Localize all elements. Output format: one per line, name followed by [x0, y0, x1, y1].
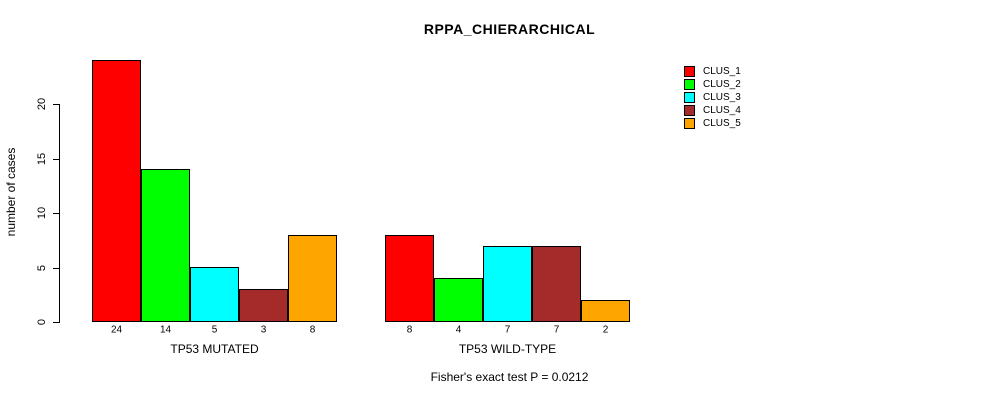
bar-value-label: 14: [159, 324, 172, 336]
legend-item: CLUS_1: [684, 65, 741, 78]
bar-clus_3-group2: [483, 246, 532, 322]
bar-value-label: 8: [309, 324, 316, 336]
bar-clus_2-group1: [141, 169, 190, 322]
legend-item: CLUS_2: [684, 78, 741, 91]
y-tick: [53, 322, 59, 323]
group-label: TP53 MUTATED: [170, 342, 259, 356]
bar-clus_5-group1: [288, 235, 337, 322]
chart-title: RPPA_CHIERARCHICAL: [423, 21, 596, 37]
y-tick-label: 5: [36, 264, 48, 272]
bar-clus_4-group1: [239, 289, 288, 322]
legend: CLUS_1 CLUS_2 CLUS_3 CLUS_4 CLUS_5: [684, 65, 741, 130]
bar-clus_5-group2: [581, 300, 630, 322]
bar-value-label: 5: [211, 324, 218, 336]
bar-clus_4-group2: [532, 246, 581, 322]
y-tick-label: 10: [36, 206, 48, 220]
legend-swatch-icon: [684, 79, 695, 90]
y-tick: [53, 268, 59, 269]
legend-label: CLUS_2: [703, 79, 741, 90]
bar-clus_1-group2: [385, 235, 434, 322]
legend-swatch-icon: [684, 66, 695, 77]
bar-value-label: 7: [553, 324, 560, 336]
legend-label: CLUS_5: [703, 118, 741, 129]
legend-swatch-icon: [684, 118, 695, 129]
bar-value-label: 7: [504, 324, 511, 336]
y-tick: [53, 159, 59, 160]
legend-item: CLUS_5: [684, 117, 741, 130]
bar-value-label: 2: [602, 324, 609, 336]
bar-value-label: 8: [406, 324, 413, 336]
legend-swatch-icon: [684, 105, 695, 116]
bar-value-label: 24: [110, 324, 123, 336]
fisher-annotation: Fisher's exact test P = 0.0212: [430, 370, 589, 384]
y-axis-label: number of cases: [4, 147, 18, 237]
bar-clus_3-group1: [190, 267, 239, 322]
y-tick-label: 0: [36, 318, 48, 326]
legend-item: CLUS_3: [684, 91, 741, 104]
group-label: TP53 WILD-TYPE: [458, 342, 557, 356]
bar-clus_1-group1: [92, 60, 141, 322]
bar-value-label: 4: [455, 324, 462, 336]
y-tick: [53, 213, 59, 214]
y-tick-label: 15: [36, 152, 48, 166]
bar-value-label: 3: [260, 324, 267, 336]
y-tick-label: 20: [36, 97, 48, 111]
legend-label: CLUS_3: [703, 92, 741, 103]
bar-clus_2-group2: [434, 278, 483, 322]
y-tick: [53, 104, 59, 105]
legend-label: CLUS_4: [703, 105, 741, 116]
legend-swatch-icon: [684, 92, 695, 103]
legend-item: CLUS_4: [684, 104, 741, 117]
y-axis-line: [59, 104, 60, 323]
legend-label: CLUS_1: [703, 66, 741, 77]
